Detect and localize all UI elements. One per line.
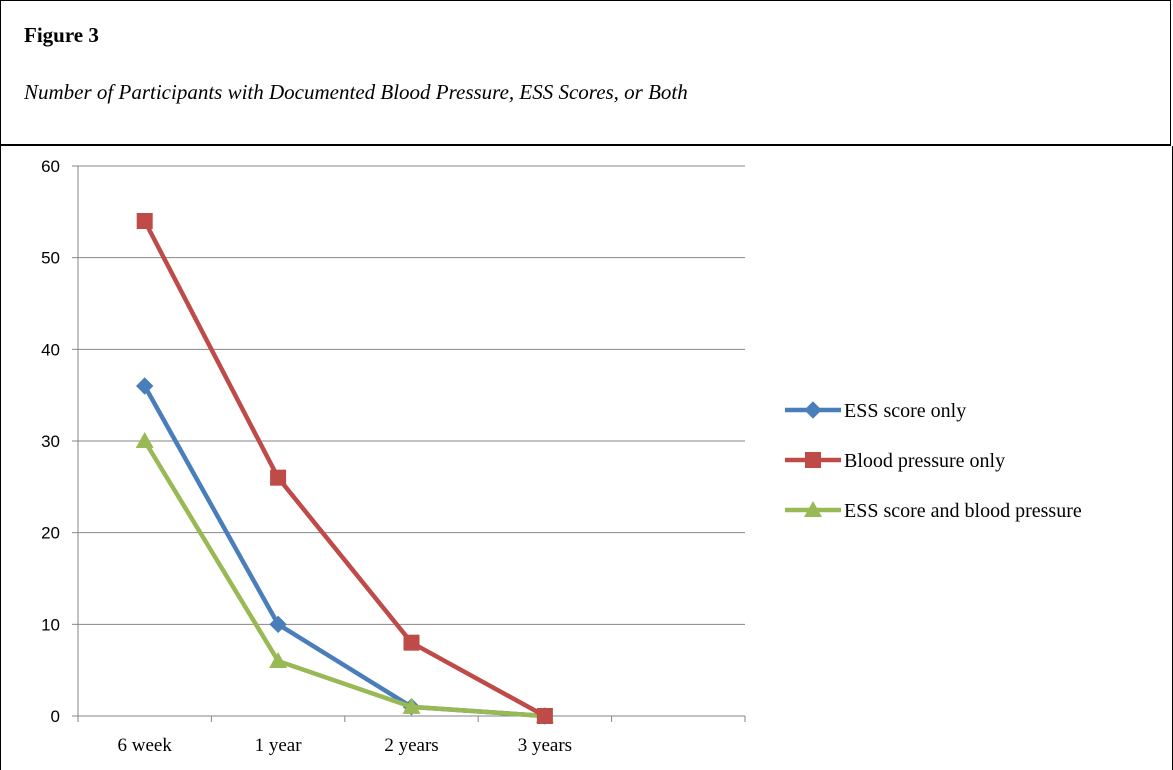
legend-item: Blood pressure only	[785, 450, 1005, 472]
series-line	[142, 384, 546, 719]
series-blood-pressure-only	[136, 213, 553, 724]
series-group	[135, 213, 554, 725]
y-tick-label: 30	[41, 432, 60, 451]
data-point	[269, 615, 287, 634]
series-ess-score-and-blood-pressure	[135, 432, 554, 723]
y-tick-label: 50	[41, 249, 60, 268]
data-point	[135, 432, 154, 448]
data-point	[403, 634, 420, 651]
figure-header: Figure 3 Number of Participants with Doc…	[0, 0, 1171, 146]
axes	[72, 165, 746, 722]
x-tick-label: 1 year	[255, 735, 303, 756]
y-tick-labels: 0 10 20 30 40 50 60	[41, 157, 60, 726]
legend-swatch-marker	[804, 501, 822, 517]
legend-swatch-marker	[804, 401, 822, 419]
y-tick-label: 20	[41, 524, 60, 543]
x-tick-label: 6 week	[118, 735, 173, 756]
chart-area: 0 10 20 30 40 50 60 6 week 1 year 2 years 3 years…	[0, 146, 1173, 770]
data-point	[269, 652, 288, 668]
figure-title: Number of Participants with Documented B…	[24, 80, 688, 104]
grid-lines	[78, 165, 745, 625]
x-tick-label: 3 years	[518, 735, 572, 756]
data-point	[270, 469, 287, 486]
legend: ESS score only Blood pressure only ESS sco…	[785, 400, 1082, 522]
legend-label: Blood pressure only	[844, 450, 1005, 472]
legend-item: ESS score only	[785, 400, 966, 422]
legend-swatch-marker	[805, 452, 821, 468]
y-tick-label: 0	[51, 707, 60, 726]
series-line	[142, 439, 546, 719]
data-point	[402, 697, 421, 714]
data-point	[536, 708, 553, 724]
legend-item: ESS score and blood pressure	[785, 500, 1082, 522]
legend-label: ESS score and blood pressure	[844, 500, 1082, 522]
x-tick-labels: 6 week 1 year 2 years 3 years	[118, 735, 573, 756]
series-ess-score-only	[135, 377, 554, 725]
y-tick-label: 40	[41, 340, 60, 359]
legend-label: ESS score only	[844, 400, 966, 422]
data-point	[136, 213, 153, 229]
data-point	[135, 377, 154, 395]
y-tick-label: 10	[41, 615, 60, 634]
series-line	[142, 219, 546, 718]
y-tick-label: 60	[41, 157, 60, 176]
line-chart: 0 10 20 30 40 50 60 6 week 1 year 2 years 3 years…	[41, 157, 1082, 756]
x-tick-label: 2 years	[384, 735, 438, 756]
figure-label: Figure 3	[24, 23, 99, 47]
